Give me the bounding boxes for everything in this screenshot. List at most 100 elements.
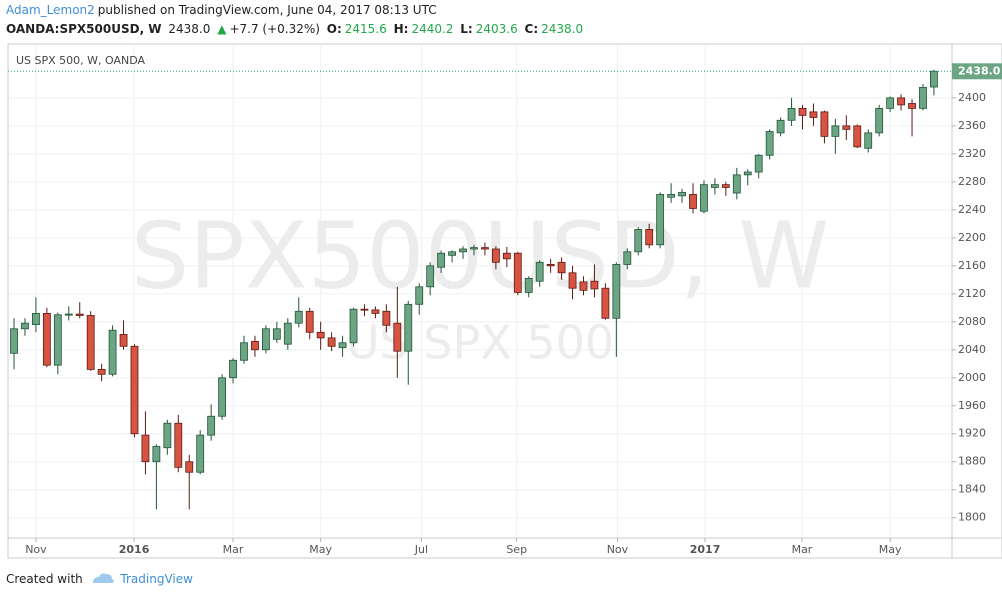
watermark: SPX500USD, W: [131, 202, 830, 309]
logo: [92, 573, 114, 583]
quote-line: OANDA:SPX500USD, W 2438.0 ▲ +7.7 (+0.32%)…: [6, 22, 586, 36]
y-tick-label: 2320: [958, 147, 986, 160]
candle-body: [174, 422, 183, 468]
x-tick-label: May: [879, 543, 902, 556]
candle-body: [535, 261, 544, 282]
candle-body: [382, 310, 391, 326]
arrow: ▲: [217, 22, 227, 36]
candle-body: [568, 272, 577, 289]
candle-body: [360, 308, 369, 311]
candle-body: [75, 313, 84, 316]
published: published on TradingView.com, June 04, 2…: [97, 3, 437, 17]
brand[interactable]: TradingView: [120, 572, 193, 586]
y-tick-label: 2160: [958, 259, 986, 272]
candle-body: [459, 248, 467, 253]
candle-body: [809, 111, 818, 118]
author[interactable]: Adam_Lemon2: [6, 3, 95, 17]
candle-body: [897, 97, 905, 106]
chart: SPX500USD, W US SPX 500 US SPX 500, W, O…: [7, 43, 1002, 559]
candle-body: [667, 194, 675, 198]
candle-body: [623, 251, 632, 265]
open: 2415.6: [344, 22, 387, 36]
candle-body: [864, 132, 873, 149]
candle-body: [240, 342, 248, 361]
y-tick-label: 1960: [958, 399, 986, 412]
candle-body: [908, 103, 916, 109]
candle-body: [42, 312, 51, 366]
candle-body: [678, 191, 686, 197]
candle-body: [251, 340, 259, 351]
candle-body: [218, 377, 226, 417]
candle-body: [721, 184, 730, 188]
x-tick-label: 2016: [119, 543, 150, 556]
candle-body: [141, 434, 150, 463]
change: +7.7 (+0.32%): [229, 22, 320, 36]
candle-body: [163, 422, 172, 449]
candle-body: [886, 97, 895, 109]
candle-body: [262, 328, 270, 351]
x-tick-label: Mar: [792, 543, 813, 556]
candle-body: [700, 184, 708, 212]
candle-body: [119, 333, 128, 347]
h-label: H:: [393, 22, 409, 36]
y-tick-label: 2400: [958, 91, 986, 104]
candle-body: [108, 329, 117, 375]
candle-body: [404, 303, 413, 352]
candle-body: [732, 174, 741, 194]
x-tick-label: Nov: [607, 543, 629, 556]
x-tick-label: Mar: [223, 543, 244, 556]
candle-body: [294, 310, 303, 324]
candle-body: [776, 119, 785, 134]
x-tick-label: Nov: [25, 543, 47, 556]
footer: Created with TradingView: [6, 569, 193, 586]
last: 2438.0: [168, 22, 211, 36]
candle-body: [196, 434, 205, 473]
y-tick-label: 2040: [958, 343, 986, 356]
y-tick-label: 2280: [958, 175, 986, 188]
candle-body: [513, 252, 522, 293]
y-tick-label: 2360: [958, 119, 986, 132]
candle-body: [787, 107, 796, 121]
candle-body: [612, 264, 621, 319]
candle-body: [601, 287, 610, 319]
candle-body: [798, 107, 807, 116]
l-label: L:: [460, 22, 473, 36]
candle-body: [853, 125, 862, 148]
candle-body: [502, 252, 511, 260]
candle-body: [470, 247, 478, 250]
candle-body: [185, 461, 194, 473]
y-tick-label: 2000: [958, 371, 986, 384]
candle-body: [316, 331, 325, 339]
candle-body: [711, 184, 719, 188]
high: 2440.2: [411, 22, 454, 36]
candle-body: [32, 312, 40, 325]
last-price-box: [952, 63, 1002, 80]
candle-body: [831, 125, 840, 137]
candle-body: [327, 337, 336, 347]
candle-body: [842, 125, 851, 130]
candle-body: [743, 171, 752, 176]
y-tick-label: 1800: [958, 511, 986, 524]
candle-body: [557, 261, 566, 274]
c-label: C:: [524, 22, 539, 36]
low: 2403.6: [475, 22, 518, 36]
candle-body: [656, 194, 665, 246]
candle-body: [393, 322, 402, 352]
candle-body: [272, 328, 281, 340]
candle-body: [590, 280, 599, 290]
candle-body: [820, 111, 829, 137]
candle-body: [689, 194, 697, 209]
y-tick-label: 1840: [958, 483, 986, 496]
candle-body: [152, 445, 161, 463]
y-tick-label: 1920: [958, 427, 986, 440]
candle-body: [754, 154, 763, 173]
candle-body: [426, 265, 435, 288]
candle-body: [53, 314, 62, 366]
candle-body: [229, 359, 237, 379]
candle-body: [283, 322, 292, 345]
watermark-sub: US SPX 500: [346, 316, 614, 370]
close: 2438.0: [541, 22, 584, 36]
y-tick-label: 2240: [958, 203, 986, 216]
candle-body: [634, 229, 643, 253]
